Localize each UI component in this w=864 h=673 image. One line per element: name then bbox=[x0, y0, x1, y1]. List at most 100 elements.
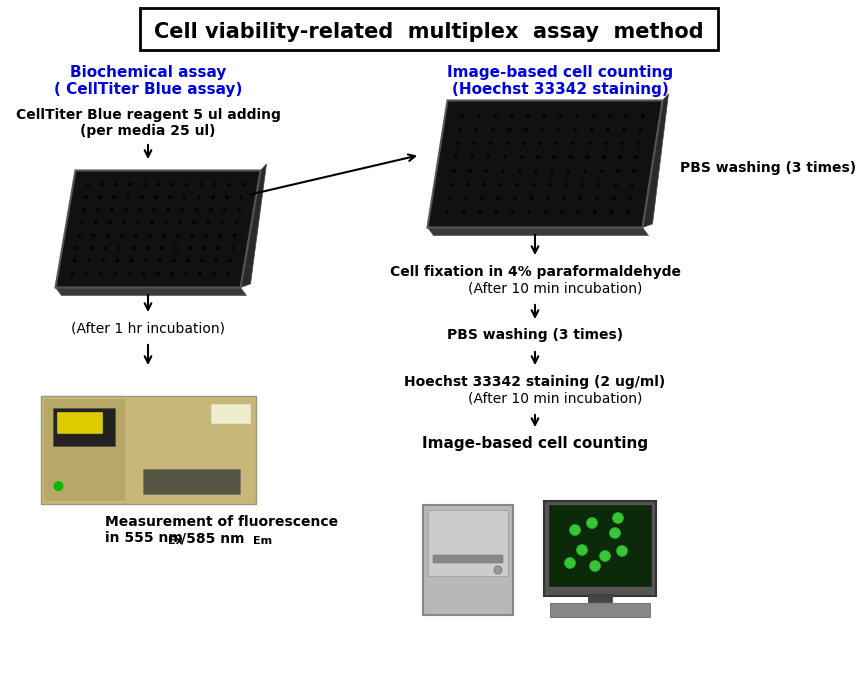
Circle shape bbox=[613, 513, 624, 524]
Circle shape bbox=[145, 245, 150, 251]
Circle shape bbox=[226, 271, 231, 276]
Circle shape bbox=[457, 127, 463, 133]
Circle shape bbox=[111, 194, 117, 200]
Circle shape bbox=[599, 168, 604, 174]
Circle shape bbox=[545, 196, 550, 201]
Circle shape bbox=[562, 196, 567, 201]
Circle shape bbox=[514, 182, 520, 188]
Polygon shape bbox=[428, 227, 649, 236]
Circle shape bbox=[210, 194, 216, 200]
Circle shape bbox=[447, 196, 452, 201]
Circle shape bbox=[600, 154, 607, 160]
Text: Cell fixation in 4% paraformaldehyde: Cell fixation in 4% paraformaldehyde bbox=[390, 265, 681, 279]
Circle shape bbox=[488, 141, 493, 146]
Circle shape bbox=[594, 196, 600, 201]
Circle shape bbox=[157, 258, 162, 264]
Circle shape bbox=[512, 196, 518, 201]
Circle shape bbox=[130, 245, 137, 251]
Circle shape bbox=[490, 127, 496, 133]
Circle shape bbox=[92, 220, 98, 225]
Circle shape bbox=[141, 271, 146, 276]
Circle shape bbox=[128, 182, 133, 187]
Circle shape bbox=[230, 245, 235, 251]
Circle shape bbox=[505, 141, 510, 146]
Circle shape bbox=[121, 220, 126, 225]
Circle shape bbox=[129, 258, 134, 264]
Circle shape bbox=[114, 258, 120, 264]
Circle shape bbox=[469, 154, 475, 160]
Circle shape bbox=[173, 245, 179, 251]
Circle shape bbox=[477, 209, 483, 215]
Circle shape bbox=[184, 182, 189, 187]
Circle shape bbox=[159, 245, 165, 251]
Bar bbox=[56, 412, 103, 434]
Circle shape bbox=[617, 546, 627, 557]
Circle shape bbox=[236, 207, 242, 213]
Circle shape bbox=[493, 209, 499, 215]
Circle shape bbox=[539, 127, 545, 133]
Circle shape bbox=[600, 551, 611, 561]
Circle shape bbox=[500, 168, 505, 174]
Circle shape bbox=[633, 154, 639, 160]
Circle shape bbox=[575, 113, 580, 118]
Circle shape bbox=[180, 207, 185, 213]
Circle shape bbox=[177, 220, 183, 225]
Circle shape bbox=[525, 113, 530, 118]
Circle shape bbox=[473, 127, 480, 133]
Circle shape bbox=[591, 113, 596, 118]
Circle shape bbox=[486, 154, 492, 160]
Circle shape bbox=[142, 182, 147, 187]
Circle shape bbox=[125, 194, 131, 200]
Circle shape bbox=[625, 209, 631, 215]
Circle shape bbox=[629, 182, 635, 188]
Bar bbox=[423, 505, 513, 615]
Circle shape bbox=[627, 196, 632, 201]
Circle shape bbox=[480, 196, 485, 201]
Circle shape bbox=[607, 113, 613, 118]
Circle shape bbox=[88, 245, 94, 251]
Circle shape bbox=[215, 245, 221, 251]
Text: in 555 nm: in 555 nm bbox=[105, 531, 187, 545]
Circle shape bbox=[460, 113, 465, 118]
Circle shape bbox=[498, 182, 504, 188]
Circle shape bbox=[124, 207, 129, 213]
Circle shape bbox=[444, 209, 450, 215]
Circle shape bbox=[162, 233, 167, 238]
Circle shape bbox=[187, 245, 193, 251]
Circle shape bbox=[492, 113, 498, 118]
Circle shape bbox=[99, 182, 105, 187]
Circle shape bbox=[448, 182, 454, 188]
Circle shape bbox=[79, 220, 84, 225]
Circle shape bbox=[506, 127, 512, 133]
Circle shape bbox=[147, 233, 153, 238]
Circle shape bbox=[112, 271, 118, 276]
Circle shape bbox=[592, 209, 598, 215]
Circle shape bbox=[467, 168, 473, 174]
Bar bbox=[53, 408, 115, 446]
Circle shape bbox=[211, 271, 217, 276]
Circle shape bbox=[596, 182, 602, 188]
Circle shape bbox=[107, 220, 112, 225]
Circle shape bbox=[535, 154, 541, 160]
Circle shape bbox=[570, 141, 575, 146]
Circle shape bbox=[605, 127, 611, 133]
Circle shape bbox=[526, 209, 532, 215]
Circle shape bbox=[168, 194, 174, 200]
Polygon shape bbox=[55, 287, 246, 295]
Text: Image-based cell counting: Image-based cell counting bbox=[447, 65, 673, 80]
Circle shape bbox=[168, 271, 175, 276]
Circle shape bbox=[213, 258, 219, 264]
Circle shape bbox=[502, 154, 508, 160]
Circle shape bbox=[238, 194, 244, 200]
Circle shape bbox=[181, 194, 187, 200]
Circle shape bbox=[201, 245, 207, 251]
Circle shape bbox=[465, 182, 471, 188]
Circle shape bbox=[609, 528, 620, 538]
Bar bbox=[143, 469, 239, 494]
Circle shape bbox=[84, 271, 90, 276]
Circle shape bbox=[232, 233, 238, 238]
Circle shape bbox=[559, 209, 565, 215]
Circle shape bbox=[85, 182, 91, 187]
Circle shape bbox=[189, 233, 195, 238]
Circle shape bbox=[611, 196, 616, 201]
